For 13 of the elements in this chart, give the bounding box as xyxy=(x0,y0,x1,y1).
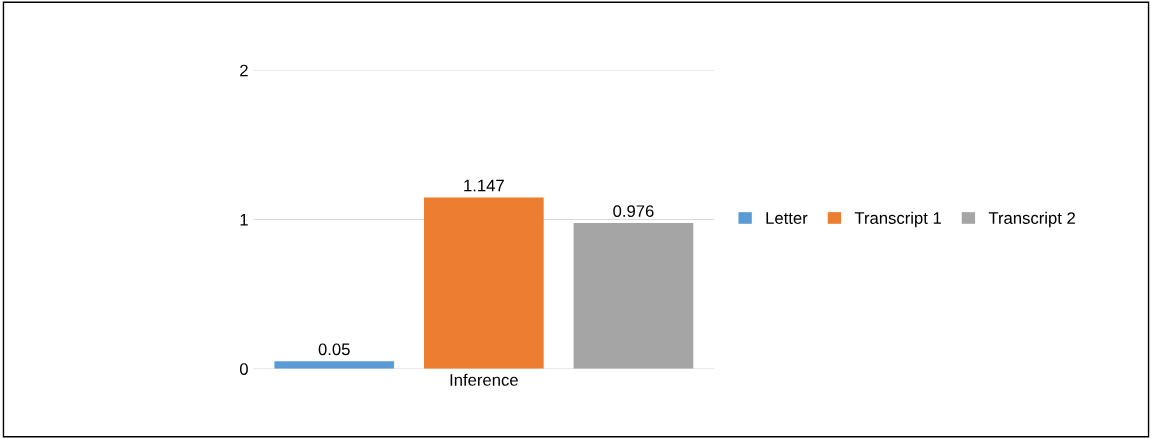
bar xyxy=(274,361,395,369)
legend-label: Letter xyxy=(766,212,808,224)
y-tick-label: 0 xyxy=(239,363,248,375)
data-label: 0.976 xyxy=(613,205,654,218)
y-tick-label: 1 xyxy=(240,214,248,226)
legend-label: Transcript 2 xyxy=(988,211,1075,228)
data-label: 1.147 xyxy=(464,179,504,192)
bar xyxy=(573,223,694,369)
legend-label: Transcript 1 xyxy=(854,211,941,228)
x-tick-label: Inference xyxy=(450,373,518,386)
y-tick-label: 2 xyxy=(240,64,248,77)
bar xyxy=(424,197,544,369)
data-label: 0.05 xyxy=(318,343,350,356)
